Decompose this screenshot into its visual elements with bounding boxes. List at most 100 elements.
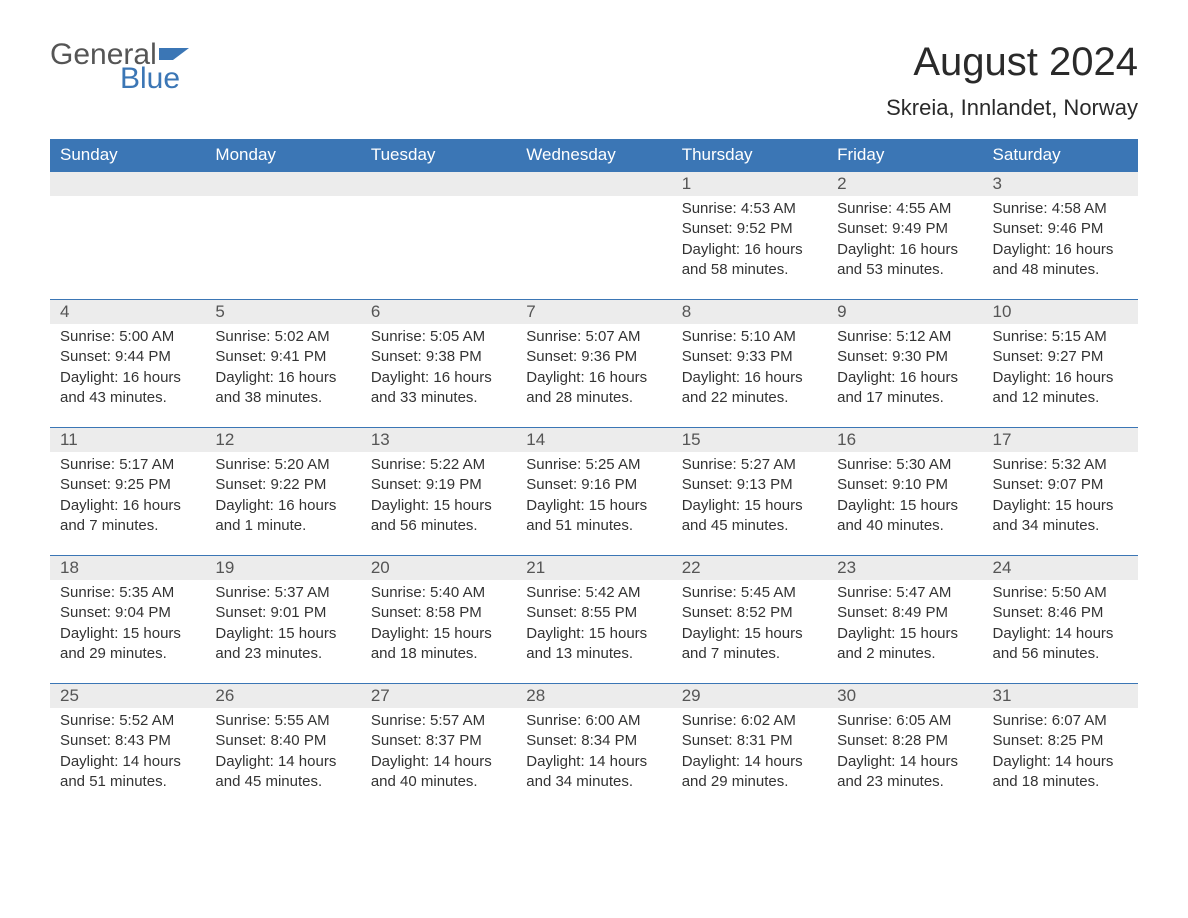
sunrise-line: Sunrise: 5:12 AM (837, 327, 972, 347)
daylight-line: Daylight: 15 hours and 29 minutes. (60, 624, 195, 665)
sunrise-line: Sunrise: 5:15 AM (993, 327, 1128, 347)
sunrise-line: Sunrise: 5:30 AM (837, 455, 972, 475)
daylight-line: Daylight: 15 hours and 51 minutes. (526, 496, 661, 537)
day-details: Sunrise: 5:57 AMSunset: 8:37 PMDaylight:… (361, 708, 516, 798)
sunrise-line: Sunrise: 6:07 AM (993, 711, 1128, 731)
day-number: 16 (827, 428, 982, 452)
calendar-cell: 8 Sunrise: 5:10 AMSunset: 9:33 PMDaylight… (672, 300, 827, 428)
calendar-cell: 23Sunrise: 5:47 AMSunset: 8:49 PMDayligh… (827, 556, 982, 684)
calendar-week-row: 11Sunrise: 5:17 AMSunset: 9:25 PMDayligh… (50, 428, 1138, 556)
daylight-line: Daylight: 14 hours and 23 minutes. (837, 752, 972, 793)
sunrise-line: Sunrise: 5:20 AM (215, 455, 350, 475)
daylight-line: Daylight: 16 hours and 22 minutes. (682, 368, 817, 409)
sunrise-line: Sunrise: 5:17 AM (60, 455, 195, 475)
calendar-cell: 22Sunrise: 5:45 AMSunset: 8:52 PMDayligh… (672, 556, 827, 684)
calendar-week-row: 18Sunrise: 5:35 AMSunset: 9:04 PMDayligh… (50, 556, 1138, 684)
day-details: Sunrise: 5:37 AMSunset: 9:01 PMDaylight:… (205, 580, 360, 670)
day-number: 6 (361, 300, 516, 324)
sunset-line: Sunset: 9:22 PM (215, 475, 350, 495)
sunrise-line: Sunrise: 6:00 AM (526, 711, 661, 731)
day-number: 14 (516, 428, 671, 452)
daylight-line: Daylight: 15 hours and 56 minutes. (371, 496, 506, 537)
day-number (361, 172, 516, 196)
day-number: 31 (983, 684, 1138, 708)
calendar-week-row: 1Sunrise: 4:53 AMSunset: 9:52 PMDaylight… (50, 172, 1138, 300)
calendar-table: SundayMondayTuesdayWednesdayThursdayFrid… (50, 139, 1138, 812)
flag-icon (159, 40, 189, 64)
day-number: 7 (516, 300, 671, 324)
daylight-line: Daylight: 16 hours and 48 minutes. (993, 240, 1128, 281)
day-details: Sunrise: 6:05 AMSunset: 8:28 PMDaylight:… (827, 708, 982, 798)
sunrise-line: Sunrise: 5:10 AM (682, 327, 817, 347)
calendar-cell: 16Sunrise: 5:30 AMSunset: 9:10 PMDayligh… (827, 428, 982, 556)
day-number: 22 (672, 556, 827, 580)
day-details: Sunrise: 5:30 AMSunset: 9:10 PMDaylight:… (827, 452, 982, 542)
day-number: 24 (983, 556, 1138, 580)
sunset-line: Sunset: 9:27 PM (993, 347, 1128, 367)
sunset-line: Sunset: 9:30 PM (837, 347, 972, 367)
sunrise-line: Sunrise: 5:37 AM (215, 583, 350, 603)
sunrise-line: Sunrise: 5:47 AM (837, 583, 972, 603)
sunset-line: Sunset: 9:33 PM (682, 347, 817, 367)
day-details: Sunrise: 5:47 AMSunset: 8:49 PMDaylight:… (827, 580, 982, 670)
day-header: Monday (205, 139, 360, 172)
calendar-cell: 7Sunrise: 5:07 AMSunset: 9:36 PMDaylight… (516, 300, 671, 428)
day-details: Sunrise: 6:07 AMSunset: 8:25 PMDaylight:… (983, 708, 1138, 798)
calendar-cell (361, 172, 516, 300)
sunrise-line: Sunrise: 5:45 AM (682, 583, 817, 603)
calendar-cell: 12Sunrise: 5:20 AMSunset: 9:22 PMDayligh… (205, 428, 360, 556)
day-header: Sunday (50, 139, 205, 172)
day-number: 8 (672, 300, 827, 324)
day-number: 23 (827, 556, 982, 580)
calendar-body: 1Sunrise: 4:53 AMSunset: 9:52 PMDaylight… (50, 172, 1138, 812)
day-header: Saturday (983, 139, 1138, 172)
daylight-line: Daylight: 15 hours and 18 minutes. (371, 624, 506, 665)
brand-logo: General Blue (50, 40, 189, 94)
daylight-line: Daylight: 16 hours and 17 minutes. (837, 368, 972, 409)
calendar-cell (50, 172, 205, 300)
day-details: Sunrise: 5:12 AMSunset: 9:30 PMDaylight:… (827, 324, 982, 414)
sunrise-line: Sunrise: 6:02 AM (682, 711, 817, 731)
day-number: 5 (205, 300, 360, 324)
daylight-line: Daylight: 15 hours and 45 minutes. (682, 496, 817, 537)
day-details: Sunrise: 6:00 AMSunset: 8:34 PMDaylight:… (516, 708, 671, 798)
sunrise-line: Sunrise: 5:57 AM (371, 711, 506, 731)
sunset-line: Sunset: 9:01 PM (215, 603, 350, 623)
sunset-line: Sunset: 8:43 PM (60, 731, 195, 751)
sunrise-line: Sunrise: 4:58 AM (993, 199, 1128, 219)
calendar-cell: 11Sunrise: 5:17 AMSunset: 9:25 PMDayligh… (50, 428, 205, 556)
day-details: Sunrise: 5:45 AMSunset: 8:52 PMDaylight:… (672, 580, 827, 670)
day-details: Sunrise: 5:00 AMSunset: 9:44 PMDaylight:… (50, 324, 205, 414)
day-details: Sunrise: 5:05 AMSunset: 9:38 PMDaylight:… (361, 324, 516, 414)
sunrise-line: Sunrise: 5:52 AM (60, 711, 195, 731)
calendar-cell: 20Sunrise: 5:40 AMSunset: 8:58 PMDayligh… (361, 556, 516, 684)
calendar-cell: 28Sunrise: 6:00 AMSunset: 8:34 PMDayligh… (516, 684, 671, 812)
calendar-cell: 4Sunrise: 5:00 AMSunset: 9:44 PMDaylight… (50, 300, 205, 428)
calendar-cell: 25Sunrise: 5:52 AMSunset: 8:43 PMDayligh… (50, 684, 205, 812)
day-details: Sunrise: 5:15 AMSunset: 9:27 PMDaylight:… (983, 324, 1138, 414)
sunset-line: Sunset: 9:10 PM (837, 475, 972, 495)
day-number: 26 (205, 684, 360, 708)
day-number (516, 172, 671, 196)
calendar-cell: 3Sunrise: 4:58 AMSunset: 9:46 PMDaylight… (983, 172, 1138, 300)
sunrise-line: Sunrise: 5:55 AM (215, 711, 350, 731)
sunrise-line: Sunrise: 5:07 AM (526, 327, 661, 347)
sunset-line: Sunset: 9:49 PM (837, 219, 972, 239)
daylight-line: Daylight: 16 hours and 7 minutes. (60, 496, 195, 537)
daylight-line: Daylight: 15 hours and 2 minutes. (837, 624, 972, 665)
day-number (50, 172, 205, 196)
location-text: Skreia, Innlandet, Norway (886, 95, 1138, 121)
sunrise-line: Sunrise: 5:42 AM (526, 583, 661, 603)
day-details: Sunrise: 4:55 AMSunset: 9:49 PMDaylight:… (827, 196, 982, 286)
day-details: Sunrise: 5:25 AMSunset: 9:16 PMDaylight:… (516, 452, 671, 542)
day-number: 9 (827, 300, 982, 324)
day-number: 19 (205, 556, 360, 580)
sunrise-line: Sunrise: 5:00 AM (60, 327, 195, 347)
day-details: Sunrise: 4:53 AMSunset: 9:52 PMDaylight:… (672, 196, 827, 286)
daylight-line: Daylight: 16 hours and 58 minutes. (682, 240, 817, 281)
daylight-line: Daylight: 14 hours and 45 minutes. (215, 752, 350, 793)
sunset-line: Sunset: 8:34 PM (526, 731, 661, 751)
sunset-line: Sunset: 8:58 PM (371, 603, 506, 623)
daylight-line: Daylight: 14 hours and 40 minutes. (371, 752, 506, 793)
month-title: August 2024 (886, 40, 1138, 85)
